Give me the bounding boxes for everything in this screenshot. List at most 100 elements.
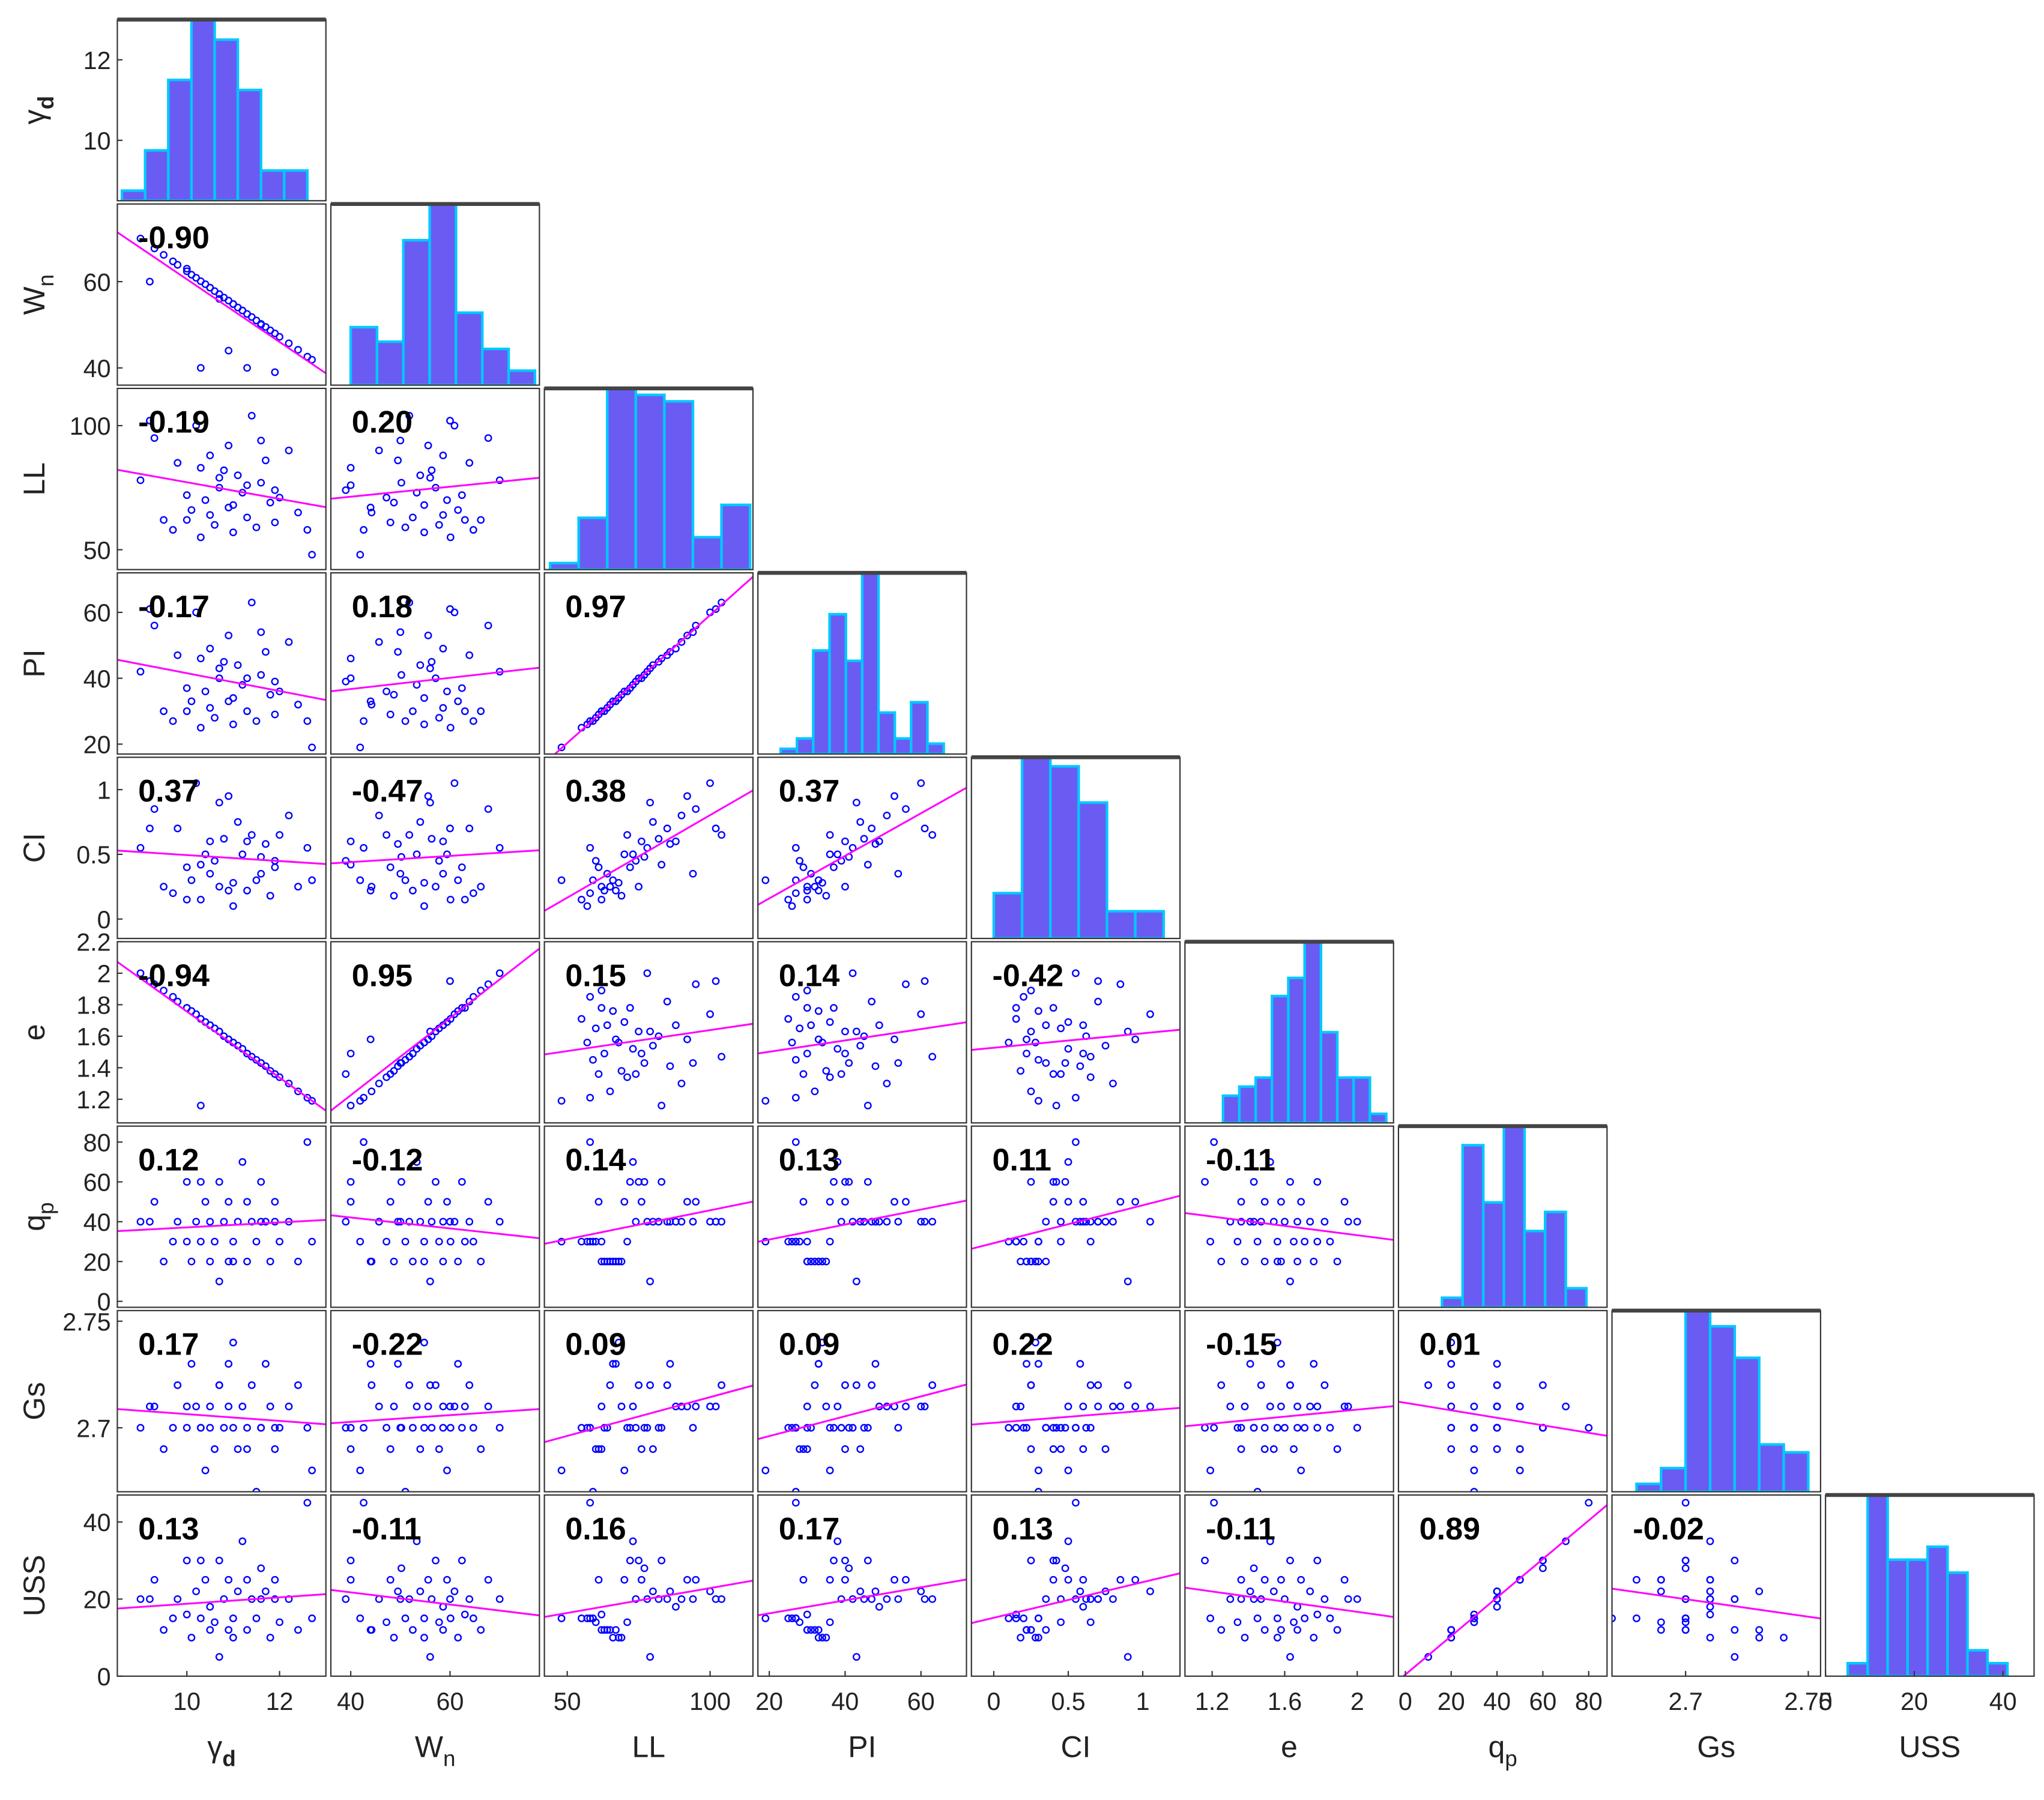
- scatter-point: [852, 1277, 860, 1285]
- panel-frame: [330, 757, 540, 940]
- scatter-point: [1226, 1403, 1235, 1410]
- scatter-point: [1017, 1067, 1025, 1075]
- correlation-label: 0.16: [565, 1512, 626, 1547]
- scatter-point: [234, 661, 242, 669]
- scatter-point: [136, 476, 145, 485]
- scatter-point: [220, 657, 228, 666]
- scatter-point: [1313, 1178, 1322, 1186]
- scatter-point: [238, 1537, 247, 1545]
- scatter-point: [614, 1634, 623, 1641]
- correlation-label: -0.42: [993, 958, 1064, 993]
- scatter-point: [1237, 1218, 1245, 1226]
- scatter-point: [626, 1178, 634, 1186]
- scatter-point: [811, 1087, 819, 1096]
- scatter-point: [450, 421, 459, 430]
- scatter-point: [683, 1575, 691, 1584]
- scatter-point: [211, 1237, 219, 1246]
- y-axis-label: Gs: [17, 1382, 51, 1421]
- scatter-point: [243, 513, 251, 522]
- scatter-point: [852, 1653, 860, 1661]
- scatter-point: [215, 1178, 223, 1186]
- y-tick-label: 12: [83, 47, 111, 74]
- scatter-point: [1042, 1059, 1050, 1067]
- panel-frame: [543, 572, 754, 755]
- scatter-point: [424, 631, 432, 639]
- panel-frame: [330, 572, 540, 755]
- scatter-point: [822, 1067, 830, 1075]
- scatter-point: [1237, 1198, 1245, 1206]
- scatter-point: [921, 1218, 929, 1226]
- scatter-point: [136, 668, 145, 676]
- scatter-point: [1052, 1178, 1060, 1186]
- scatter-point: [409, 1424, 417, 1432]
- scatter-point: [917, 1010, 925, 1018]
- scatter-point: [632, 1424, 640, 1432]
- scatter-point: [1049, 1424, 1057, 1432]
- panel: [330, 1499, 540, 1661]
- scatter-point: [683, 1198, 691, 1206]
- scatter-point: [1344, 1595, 1352, 1603]
- y-tick-label: 1.8: [76, 992, 110, 1019]
- panel: [330, 779, 540, 910]
- label-main: e: [17, 1024, 51, 1040]
- scatter-point: [606, 1381, 614, 1389]
- scatter-point: [201, 1198, 210, 1206]
- scatter-point: [428, 1424, 436, 1432]
- scatter-point: [454, 876, 462, 884]
- scatter-point: [1320, 1381, 1329, 1389]
- scatter-point: [360, 526, 367, 534]
- scatter-point: [629, 1403, 637, 1410]
- scatter-point: [826, 850, 834, 859]
- scatter-point: [826, 1237, 834, 1246]
- scatter-point: [1020, 1424, 1028, 1432]
- scatter-point: [426, 1381, 434, 1389]
- scatter-point: [257, 1218, 265, 1226]
- scatter-point: [183, 1424, 191, 1432]
- scatter-point: [841, 1556, 849, 1565]
- scatter-point: [1049, 1575, 1057, 1584]
- y-tick-label: 0: [97, 906, 111, 934]
- scatter-point: [136, 1595, 145, 1603]
- scatter-point: [206, 1424, 214, 1432]
- scatter-point: [416, 471, 425, 480]
- scatter-point: [495, 1218, 504, 1226]
- scatter-point: [557, 1097, 566, 1105]
- scatter-point: [917, 1403, 925, 1410]
- scatter-point: [247, 411, 256, 420]
- scatter-point: [294, 701, 302, 708]
- scatter-point: [1094, 1595, 1102, 1603]
- scatter-point: [183, 684, 191, 692]
- scatter-point: [1101, 1445, 1110, 1453]
- scatter-point: [921, 1595, 929, 1603]
- scatter-point: [346, 1101, 355, 1110]
- scatter-point: [409, 886, 417, 895]
- scatter-point: [196, 895, 205, 904]
- scatter-point: [863, 860, 872, 869]
- scatter-point: [586, 889, 594, 898]
- scatter-point: [367, 1381, 376, 1389]
- scatter-point: [1706, 1634, 1714, 1641]
- scatter-point: [811, 1381, 819, 1389]
- scatter-point: [629, 1537, 637, 1545]
- scatter-point: [196, 1101, 205, 1110]
- x-tick-label: 1.6: [1268, 1688, 1302, 1715]
- scatter-point: [600, 1424, 608, 1432]
- y-tick-label: 60: [83, 268, 111, 296]
- scatter-point: [1731, 1556, 1739, 1565]
- scatter-point: [643, 1424, 652, 1432]
- y-tick-label: 100: [70, 412, 111, 440]
- scatter-point: [796, 857, 804, 865]
- histogram-bar: [455, 311, 484, 385]
- scatter-point: [784, 1015, 793, 1023]
- correlation-label: 0.09: [779, 1327, 839, 1362]
- histogram-bar: [1368, 1112, 1388, 1123]
- y-tick-label: 20: [83, 731, 111, 759]
- scatter-point: [1057, 1237, 1065, 1246]
- panel: [349, 204, 537, 385]
- scatter-point: [597, 1610, 606, 1619]
- scatter-point: [894, 869, 903, 878]
- histogram-bar: [283, 169, 309, 201]
- scatter-point: [201, 1466, 210, 1475]
- scatter-point: [600, 886, 608, 895]
- scatter-point: [398, 479, 405, 487]
